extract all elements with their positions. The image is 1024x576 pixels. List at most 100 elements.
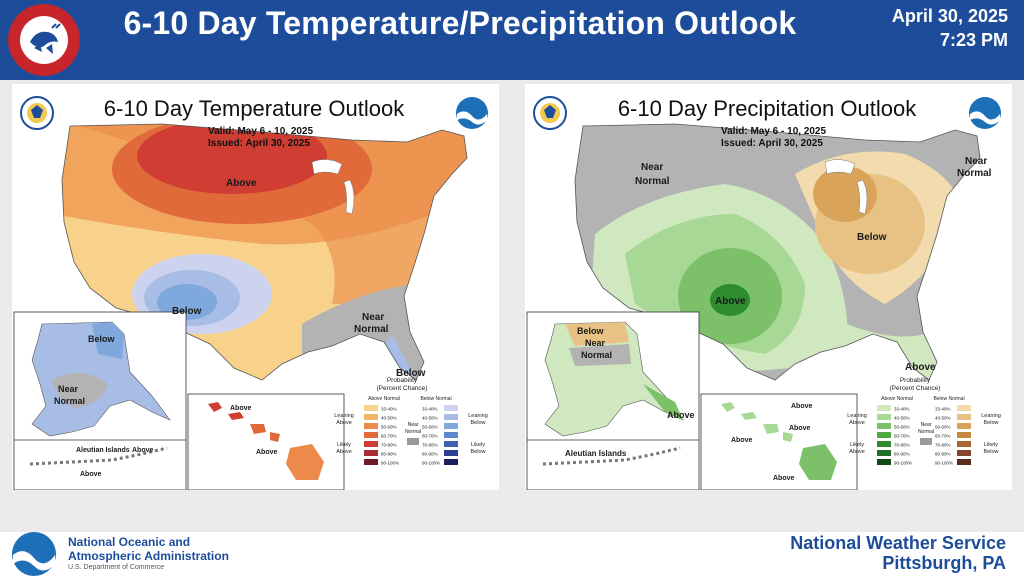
precipitation-outlook-panel: Probability (Percent Chance) Above Normal B… xyxy=(525,84,1012,490)
temp-legend-likely-below-2: Below xyxy=(471,449,486,455)
temp-legend-swatch-above xyxy=(364,405,378,411)
temp-legend-subtitle: (Percent Chance) xyxy=(377,385,428,392)
nws-office-line2: Pittsburgh, PA xyxy=(882,553,1006,573)
precip-legend-leaning-below-1: Leaning xyxy=(981,413,1001,419)
precip-legend-range-above: 70-80% xyxy=(894,443,910,448)
page-title: 6-10 Day Temperature/Precipitation Outlo… xyxy=(123,5,797,41)
temp-legend-swatch-above xyxy=(364,423,378,429)
temp-legend-range-above: 60-70% xyxy=(381,434,397,439)
temp-legend-swatch-below xyxy=(444,441,458,447)
temp-legend-swatch-below xyxy=(444,459,458,465)
temp-legend-leaning-above-1: Leaning xyxy=(334,413,354,419)
precip-legend-near-1: Near xyxy=(921,422,932,428)
precip-legend-range-below: 40-50% xyxy=(935,416,951,421)
precip-ak-below: Below xyxy=(577,326,605,336)
temp-legend-swatch-above xyxy=(364,450,378,456)
noaa-logo-icon xyxy=(969,97,1001,129)
nws-logo-icon xyxy=(8,4,80,76)
precip-legend-likely-above-1: Likely xyxy=(850,442,864,448)
precip-label-near-w-2: Normal xyxy=(635,176,670,187)
precip-legend-swatch-above xyxy=(877,450,891,456)
temp-legend-range-below: 80-90% xyxy=(422,452,438,457)
temp-legend-likely-above-2: Above xyxy=(336,449,352,455)
precipitation-panel-title: 6-10 Day Precipitation Outlook xyxy=(617,96,917,121)
precip-legend-swatch-above xyxy=(877,423,891,429)
temp-legend-range-below: 90-100% xyxy=(422,461,440,466)
precip-legend-likely-below-2: Below xyxy=(984,449,999,455)
temp-legend-near-2: Normal xyxy=(405,429,421,435)
header-bar: 6-10 Day Temperature/Precipitation Outlo… xyxy=(0,0,1024,80)
temp-label-above: Above xyxy=(226,178,257,189)
temp-legend-leaning-below-1: Leaning xyxy=(468,413,488,419)
precip-hi-above-2: Above xyxy=(789,425,811,432)
precip-hi-above-1: Above xyxy=(791,403,813,410)
temp-legend-col-below: Below Normal xyxy=(420,396,451,402)
precip-legend-swatch-above xyxy=(877,405,891,411)
hi-above-2: Above xyxy=(256,449,278,456)
noaa-logo-icon xyxy=(456,97,488,129)
precip-legend-swatch-below xyxy=(957,450,971,456)
ak-label-near-1: Near xyxy=(58,384,79,394)
precip-legend-range-above: 40-50% xyxy=(894,416,910,421)
precip-legend-swatch-above xyxy=(877,459,891,465)
temp-legend-range-below: 33-40% xyxy=(422,407,438,412)
precip-legend-range-below: 90-100% xyxy=(935,461,953,466)
temp-legend-swatch-above xyxy=(364,432,378,438)
ak-label-below: Below xyxy=(88,334,116,344)
precip-aleutian-label: Aleutian Islands xyxy=(565,449,627,458)
precip-legend-swatch-below xyxy=(957,432,971,438)
precip-ak-above: Above xyxy=(667,410,695,420)
precip-legend-col-above: Above Normal xyxy=(881,396,913,402)
temp-legend-range-below: 70-80% xyxy=(422,443,438,448)
aleutian-label: Aleutian Islands xyxy=(76,447,130,454)
aleutian-above-1: Above xyxy=(132,447,154,454)
temperature-outlook-panel: Probability (Percent Chance) Above Normal B… xyxy=(12,84,499,490)
temp-legend-likely-below-1: Likely xyxy=(471,442,485,448)
temp-label-near-2: Normal xyxy=(354,324,389,335)
temp-legend-range-above: 40-50% xyxy=(381,416,397,421)
doc-seal-icon xyxy=(533,96,567,130)
precip-legend-range-above: 90-100% xyxy=(894,461,912,466)
noaa-name-line1: National Oceanic and xyxy=(68,535,191,549)
noaa-name-line2: Atmospheric Administration xyxy=(68,549,229,563)
nws-office-line1: National Weather Service xyxy=(790,533,1006,553)
temp-legend-swatch-above xyxy=(364,459,378,465)
temperature-panel-title: 6-10 Day Temperature Outlook xyxy=(103,96,405,121)
temp-legend-col-above: Above Normal xyxy=(368,396,400,402)
precipitation-issued: Issued: April 30, 2025 xyxy=(721,138,823,149)
precip-legend-range-below: 60-70% xyxy=(935,434,951,439)
precip-legend-swatch-below xyxy=(957,405,971,411)
temp-legend-range-above: 70-80% xyxy=(381,443,397,448)
temp-label-below-fl: Below xyxy=(396,368,426,379)
temp-legend-leaning-below-2: Below xyxy=(471,420,486,426)
precip-label-near-ne-2: Normal xyxy=(957,168,992,179)
temp-legend-range-below: 60-70% xyxy=(422,434,438,439)
temp-legend-range-above: 33-40% xyxy=(381,407,397,412)
temp-legend-range-above: 50-60% xyxy=(381,425,397,430)
footer-bar xyxy=(0,532,1024,576)
temp-legend-swatch-below xyxy=(444,423,458,429)
temp-legend-swatch-below xyxy=(444,450,458,456)
precip-legend-swatch-above xyxy=(877,432,891,438)
temp-legend-leaning-above-2: Above xyxy=(336,420,352,426)
precip-legend-likely-below-1: Likely xyxy=(984,442,998,448)
temp-legend-range-above: 80-90% xyxy=(381,452,397,457)
aleutian-above-2: Above xyxy=(80,471,102,478)
precip-legend-swatch-above xyxy=(877,441,891,447)
precip-hi-above-3: Above xyxy=(731,437,753,444)
noaa-footer-logo-icon xyxy=(12,532,56,576)
precip-label-near-ne-1: Near xyxy=(965,156,987,167)
precip-ak-near-1: Near xyxy=(585,338,606,348)
precip-label-near-w-1: Near xyxy=(641,162,663,173)
temp-label-below: Below xyxy=(172,306,202,317)
precip-legend-swatch-below xyxy=(957,414,971,420)
temp-legend-title: Probability xyxy=(387,377,418,384)
precip-legend-title: Probability xyxy=(900,377,931,384)
temp-legend-swatch-below xyxy=(444,405,458,411)
precip-legend-range-below: 80-90% xyxy=(935,452,951,457)
precip-legend-range-above: 50-60% xyxy=(894,425,910,430)
precip-legend-swatch-below xyxy=(957,441,971,447)
precip-legend-likely-above-2: Above xyxy=(849,449,865,455)
temp-legend-swatch-above xyxy=(364,414,378,420)
hi-above-1: Above xyxy=(230,405,252,412)
